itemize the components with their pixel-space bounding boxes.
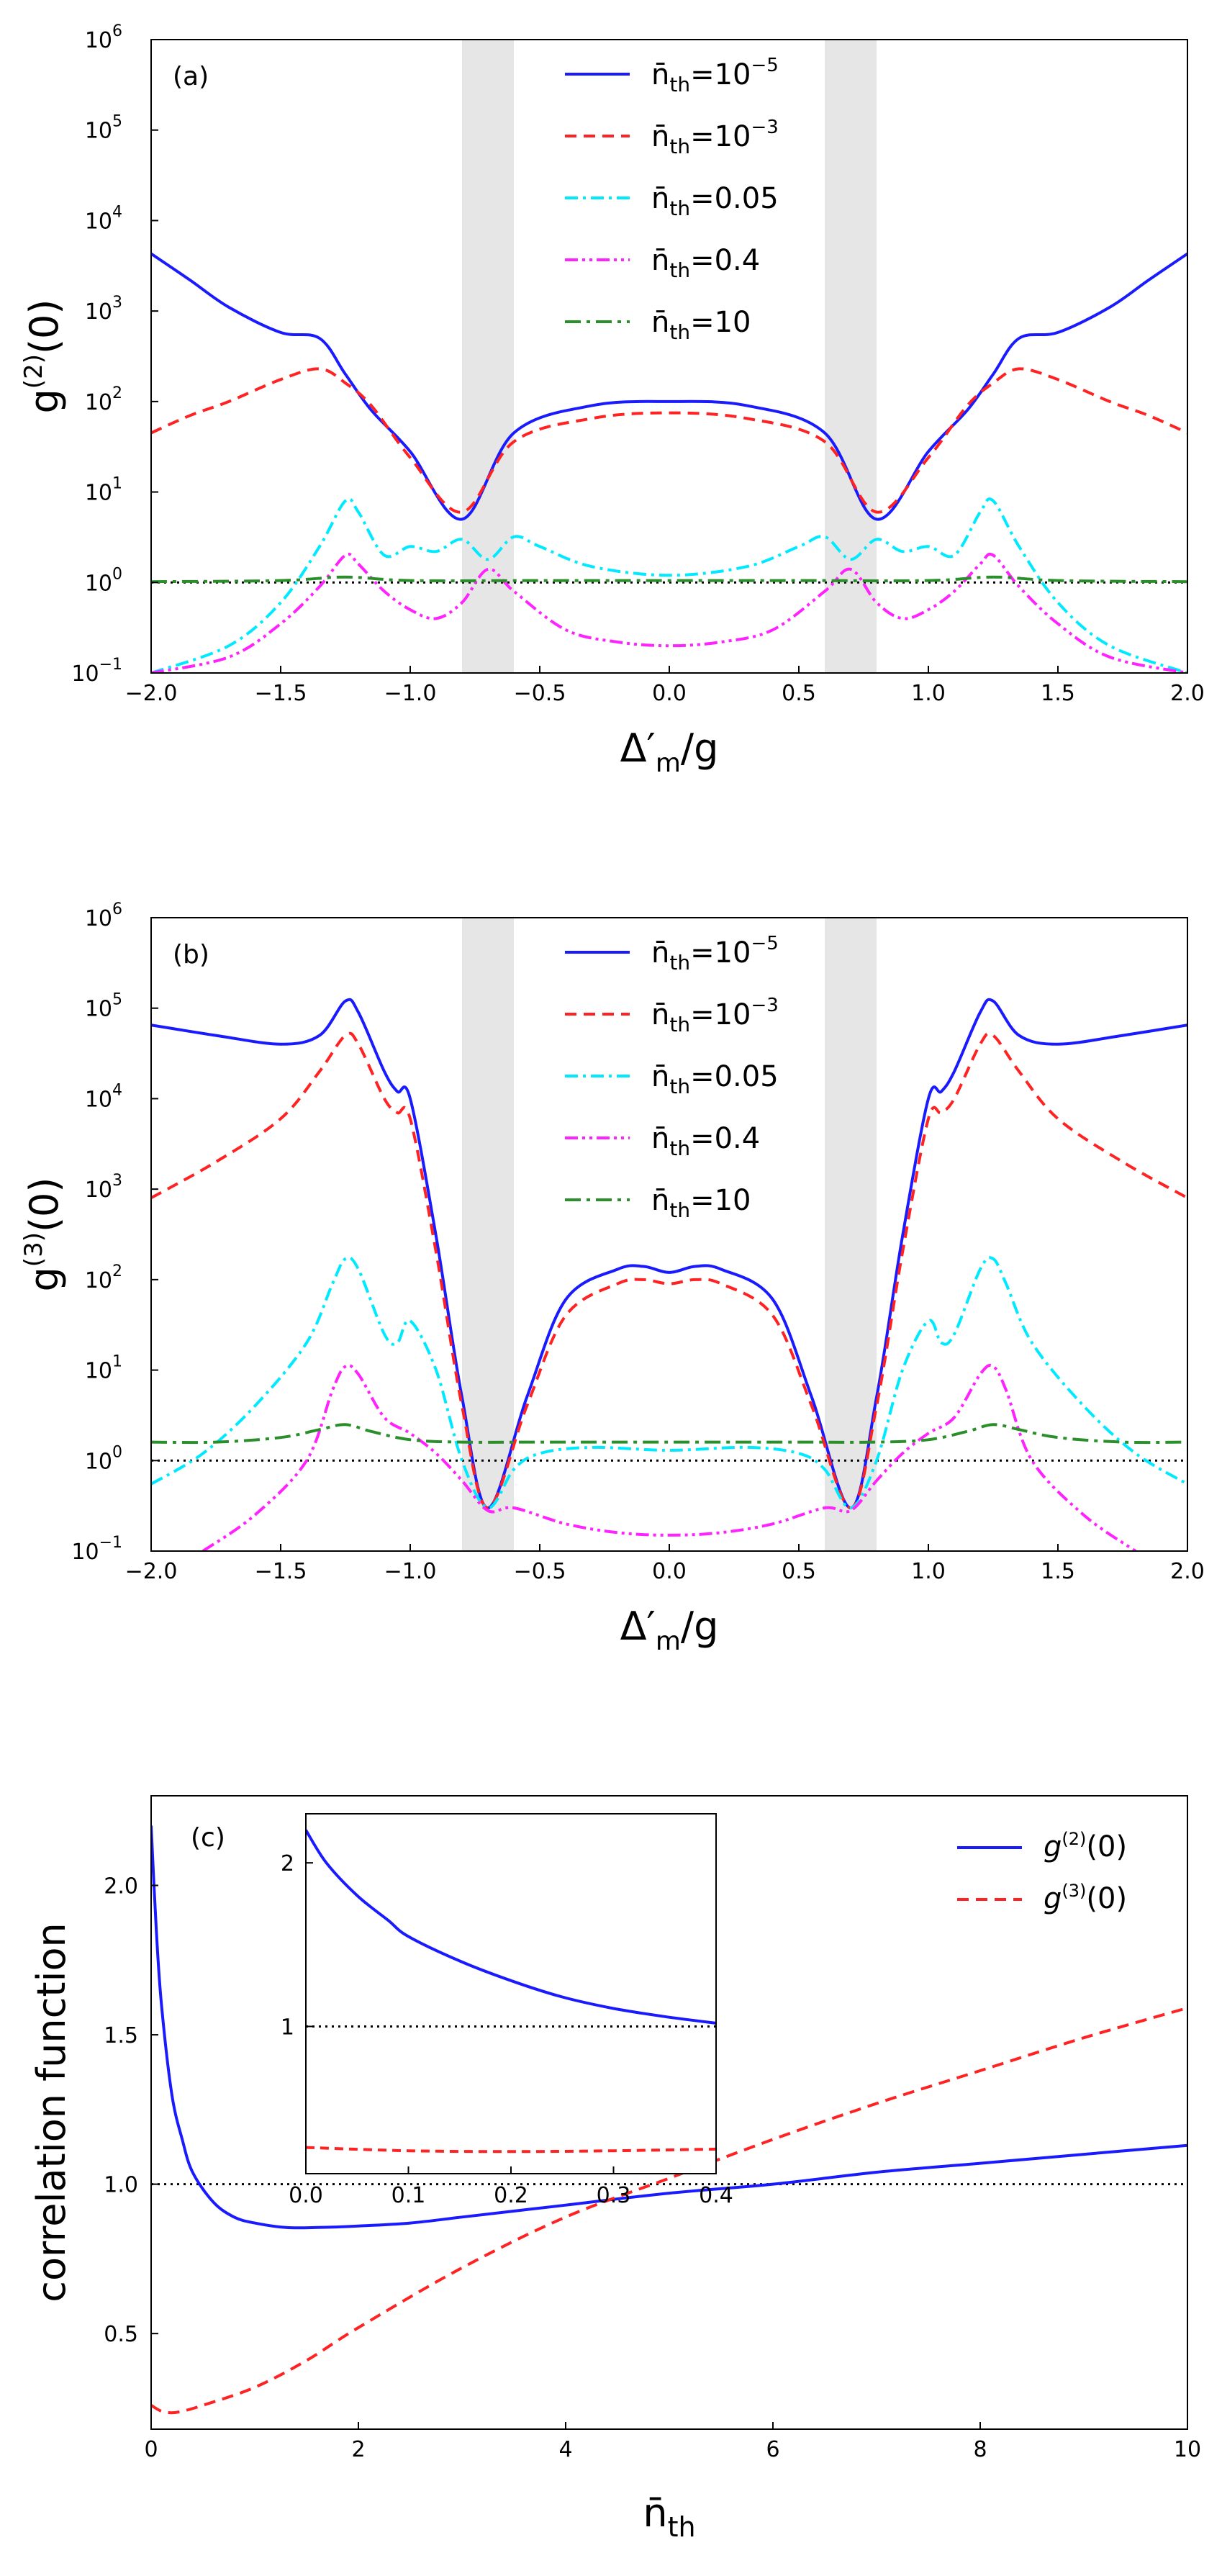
series-line	[151, 575, 1187, 584]
legend-label: n̄th=10	[651, 1184, 751, 1222]
panel-b-y-axis-label: g(3)(0)	[19, 1178, 67, 1292]
x-tick-label: 4	[558, 2437, 572, 2462]
panel-c-legend: g(2)(0) g(3)(0)	[957, 1829, 1127, 1915]
legend-label: n̄th=0.05	[651, 1060, 779, 1098]
x-tick-label: 0.0	[289, 2183, 323, 2208]
panel-b-shaded-regions	[462, 918, 877, 1551]
series-line	[151, 1256, 1187, 1509]
panel-c-y-axis-label: correlation function	[29, 1922, 74, 2302]
x-tick-label: −0.5	[514, 681, 566, 706]
x-tick-label: −1.5	[255, 1559, 307, 1584]
x-tick-label: 1.0	[911, 681, 946, 706]
panel-b-x-ticks: −2.0 −1.5 −1.0 −0.5 0.0 0.5 1.0 1.5 2.0	[125, 1544, 1205, 1584]
legend-label: n̄th=0.4	[651, 1122, 760, 1160]
panel-a-legend: n̄th=10−5 n̄th=10−3 n̄th=0.05 n̄th=0.4 n̄th=…	[565, 55, 779, 344]
series-line	[202, 1363, 1137, 1551]
x-tick-label: 0	[144, 2437, 158, 2462]
legend-label: n̄th=10−5	[651, 55, 779, 96]
panel-b-series	[151, 998, 1187, 1551]
y-tick-label: 1	[281, 2015, 294, 2040]
shaded-band	[825, 40, 877, 673]
y-tick-label: 104	[85, 1081, 122, 1112]
x-tick-label: 0.5	[782, 1559, 816, 1584]
series-line	[151, 252, 1187, 521]
x-tick-label: 10	[1174, 2437, 1201, 2462]
legend-label: n̄th=0.4	[651, 244, 760, 282]
x-tick-label: 0.2	[494, 2183, 528, 2208]
panel-c-tag: (c)	[191, 1823, 225, 1853]
x-tick-label: −1.5	[255, 681, 307, 706]
panel-c-series	[151, 1825, 1187, 2415]
series-line	[306, 1829, 716, 2025]
legend-label: n̄th=10−3	[651, 117, 779, 158]
panel-a-tag: (a)	[173, 62, 209, 91]
shaded-band	[462, 40, 514, 673]
y-tick-label: 2.0	[104, 1874, 138, 1899]
panel-a-shaded-regions	[462, 40, 877, 673]
panel-b-legend: n̄th=10−5 n̄th=10−3 n̄th=0.05 n̄th=0.4 n̄th=…	[565, 933, 779, 1222]
legend-label: n̄th=10−3	[651, 995, 779, 1036]
x-tick-label: 0.3	[597, 2183, 631, 2208]
x-tick-label: 0.4	[699, 2183, 733, 2208]
x-tick-label: −1.0	[384, 1559, 437, 1584]
panel-a-chart: −2.0 −1.5 −1.0 −0.5 0.0 0.5 1.0 1.5 2.0 10−11001…	[19, 22, 1205, 778]
panel-b-tag: (b)	[173, 940, 209, 970]
x-tick-label: 2	[351, 2437, 365, 2462]
panel-c-frame	[150, 1795, 1188, 2430]
x-tick-label: 2.0	[1170, 681, 1205, 706]
series-line	[151, 1825, 1187, 2230]
series-line	[306, 2146, 716, 2154]
panel-c-chart: 0 2 4 6 8 10 0.51.01.52.0 (c) g(2)(0)g(3)(0) …	[29, 1795, 1201, 2543]
panel-c-x-ticks: 0 2 4 6 8 10	[144, 2422, 1201, 2462]
x-tick-label: −1.0	[384, 681, 437, 706]
x-tick-label: 0.0	[652, 1559, 687, 1584]
inset-x-ticks: 0.0 0.1 0.2 0.3 0.4	[289, 2166, 733, 2208]
panel-c-inset: 0.0 0.1 0.2 0.3 0.4 12	[281, 1813, 733, 2208]
inset-background	[306, 1814, 716, 2174]
x-tick-label: 6	[766, 2437, 779, 2462]
panel-a-x-ticks: −2.0 −1.5 −1.0 −0.5 0.0 0.5 1.0 1.5 2.0	[125, 666, 1205, 706]
x-tick-label: −2.0	[125, 681, 178, 706]
legend-label: g(2)(0)	[1044, 1829, 1127, 1863]
x-tick-label: 8	[973, 2437, 987, 2462]
y-tick-label: 101	[85, 475, 122, 506]
y-tick-label: 1.5	[104, 2023, 138, 2048]
x-tick-label: 0.5	[782, 681, 816, 706]
y-tick-label: 2	[281, 1851, 294, 1876]
inset-series	[306, 1829, 716, 2154]
x-tick-label: 1.0	[911, 1559, 946, 1584]
legend-label: n̄th=10−5	[651, 933, 779, 975]
series-line	[151, 552, 1187, 673]
y-tick-label: 1.0	[104, 2173, 138, 2198]
x-tick-label: 0.1	[392, 2183, 426, 2208]
inset-y-ticks: 12	[281, 1851, 313, 2040]
x-tick-label: 0.0	[652, 681, 687, 706]
x-tick-label: 2.0	[1170, 1559, 1205, 1584]
y-tick-label: 0.5	[104, 2322, 138, 2347]
panel-c-x-axis-label: n̄th	[643, 2490, 695, 2543]
series-line	[151, 998, 1187, 1510]
legend-label: n̄th=10	[651, 306, 751, 344]
legend-label: g(3)(0)	[1044, 1881, 1127, 1915]
series-line	[151, 497, 1187, 673]
x-tick-label: −2.0	[125, 1559, 178, 1584]
panel-b-chart: −2.0 −1.5 −1.0 −0.5 0.0 0.5 1.0 1.5 2.0 10−11001…	[19, 900, 1205, 1656]
panel-c-y-ticks: 0.5 1.0 1.5 2.0	[104, 1874, 158, 2347]
legend-label: n̄th=0.05	[651, 182, 779, 220]
series-line	[151, 367, 1187, 514]
x-tick-label: 1.5	[1041, 1559, 1075, 1584]
x-tick-label: −0.5	[514, 1559, 566, 1584]
x-tick-label: 1.5	[1041, 681, 1075, 706]
series-line	[151, 1031, 1187, 1510]
panel-a-series	[151, 252, 1187, 673]
series-line	[151, 1423, 1187, 1445]
